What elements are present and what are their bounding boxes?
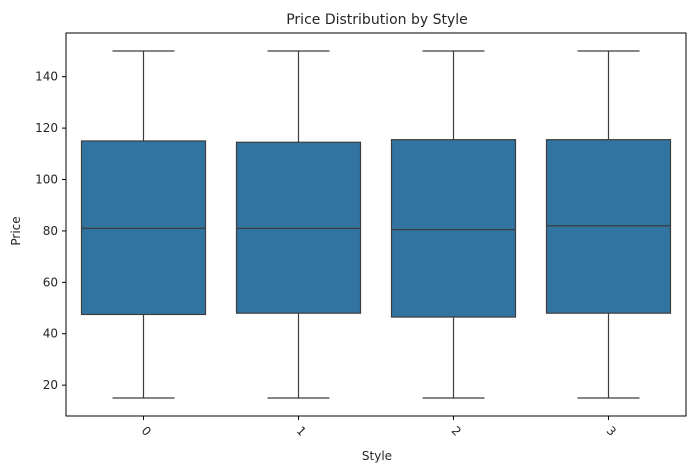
box-group bbox=[235, 50, 362, 399]
x-tick-label: 3 bbox=[604, 424, 619, 439]
x-axis-label: Style bbox=[362, 449, 392, 463]
box-group bbox=[545, 50, 672, 399]
y-tick-label: 80 bbox=[43, 224, 58, 238]
box bbox=[235, 141, 362, 314]
y-tick-label: 120 bbox=[35, 121, 58, 135]
x-axis: 0 1 2 3 bbox=[139, 416, 619, 439]
y-tick-label: 60 bbox=[43, 275, 58, 289]
y-axis: 20 40 60 80 100 120 140 bbox=[35, 70, 66, 392]
box bbox=[545, 139, 672, 314]
box-group bbox=[390, 50, 517, 399]
y-axis-label: Price bbox=[9, 216, 23, 245]
chart-title: Price Distribution by Style bbox=[286, 12, 468, 28]
x-tick-label: 2 bbox=[449, 424, 464, 439]
y-tick-label: 100 bbox=[35, 173, 58, 187]
plot-frame bbox=[65, 32, 687, 417]
x-tick-label: 0 bbox=[139, 424, 154, 439]
y-tick-label: 140 bbox=[35, 70, 58, 84]
y-tick-label: 20 bbox=[43, 378, 58, 392]
box bbox=[80, 140, 207, 316]
y-tick-label: 40 bbox=[43, 327, 58, 341]
x-tick-label: 1 bbox=[294, 424, 309, 439]
box-group bbox=[80, 50, 207, 399]
box bbox=[390, 139, 517, 318]
plot-area bbox=[65, 32, 687, 417]
